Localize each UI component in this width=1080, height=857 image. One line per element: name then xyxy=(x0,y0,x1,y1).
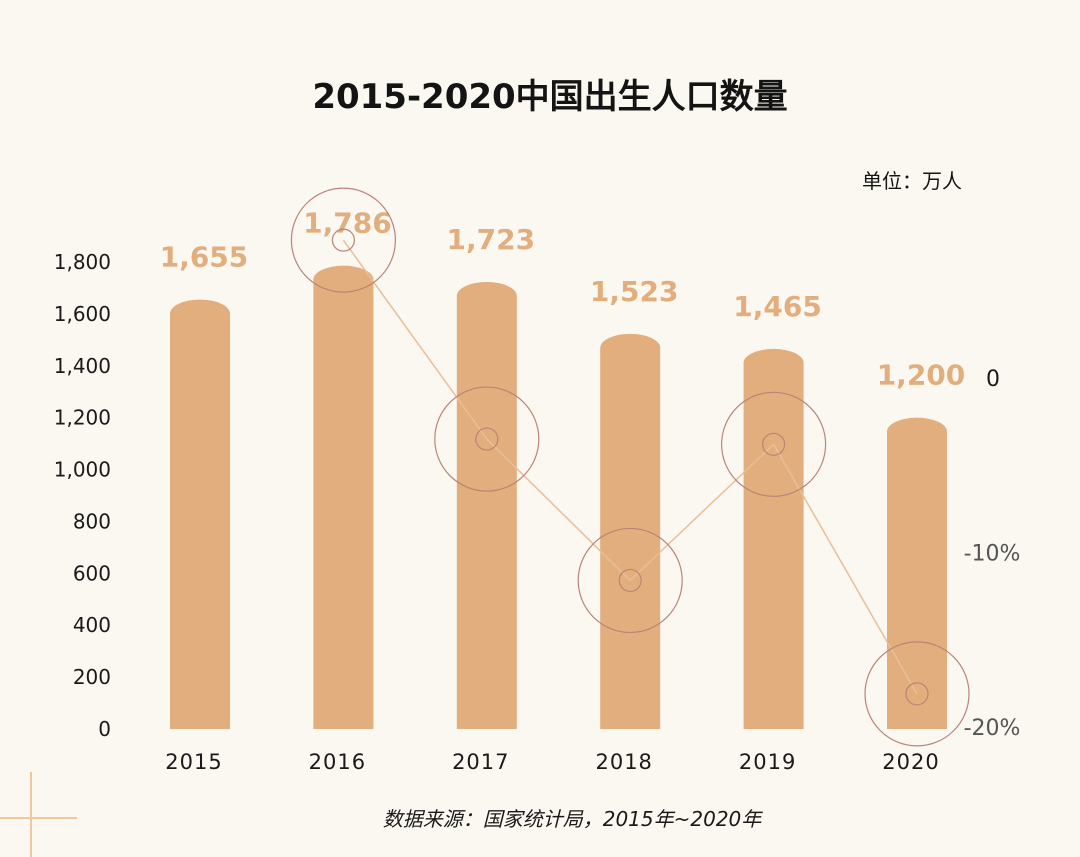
y-tick-label: 600 xyxy=(73,561,111,585)
data-label-2020: 1,200 xyxy=(877,359,966,392)
data-label-2019: 1,465 xyxy=(733,290,822,323)
y-tick-label: 400 xyxy=(73,613,111,637)
y2-tick-label: -10% xyxy=(964,542,1021,567)
x-tick-label: 2016 xyxy=(309,750,366,774)
y-tick-label: 1,000 xyxy=(54,458,111,482)
unit-label: 单位：万人 xyxy=(862,169,962,193)
y-tick-label: 1,200 xyxy=(54,406,111,430)
y-tick-label: 0 xyxy=(98,717,111,741)
growth-line-segment xyxy=(629,443,775,581)
y-tick-label: 1,400 xyxy=(54,354,111,378)
growth-point-2019 xyxy=(761,432,786,456)
bar-2015 xyxy=(170,299,231,729)
y-axis: 0 200 400 600 800 1,000 1,200 1,400 1,600 1,800 xyxy=(54,250,111,741)
growth-line-segment xyxy=(486,438,631,581)
corner-cross-decoration xyxy=(0,772,77,857)
bar-2019 xyxy=(743,348,804,729)
growth-line xyxy=(290,187,970,747)
growth-marker-ring-2020 xyxy=(864,641,970,747)
bar-2020 xyxy=(887,417,947,729)
growth-marker-ring-2019 xyxy=(720,391,827,497)
y-tick-label: 200 xyxy=(73,665,111,689)
bars xyxy=(170,265,947,729)
source-note: 数据来源：国家统计局，2015年~2020年 xyxy=(383,807,764,831)
x-tick-label: 2020 xyxy=(882,750,939,774)
y-tick-label: 800 xyxy=(73,509,111,533)
growth-point-2020 xyxy=(905,682,929,706)
y-tick-label: 1,800 xyxy=(54,250,111,274)
growth-line-segment xyxy=(772,443,918,695)
growth-marker-ring-2016 xyxy=(290,187,396,293)
data-label-2016: 1,786 xyxy=(303,207,392,240)
growth-marker-ring-2017 xyxy=(434,386,540,492)
bar-2016 xyxy=(313,265,374,729)
y2-tick-label: -20% xyxy=(964,716,1021,741)
data-label-2017: 1,723 xyxy=(447,223,536,256)
bar-2017 xyxy=(456,281,517,729)
x-tick-label: 2017 xyxy=(452,750,509,774)
value-labels: 1,655 1,786 1,723 1,523 1,465 1,200 xyxy=(160,207,966,392)
x-tick-label: 2018 xyxy=(595,750,652,774)
growth-point-2018 xyxy=(618,568,642,593)
growth-point-2016 xyxy=(331,228,355,252)
growth-line-segment xyxy=(342,239,488,440)
chart-title: 2015-2020中国出生人口数量 xyxy=(312,77,787,117)
x-tick-label: 2019 xyxy=(739,750,796,774)
data-label-2015: 1,655 xyxy=(160,241,249,274)
y2-tick-label: 0 xyxy=(986,367,1000,392)
growth-point-2017 xyxy=(475,427,499,451)
data-label-2018: 1,523 xyxy=(590,275,679,308)
bar-2018 xyxy=(600,333,661,729)
y-tick-label: 1,600 xyxy=(54,302,111,326)
y2-axis: 0 -10% -20% xyxy=(964,367,1021,741)
growth-marker-ring-2018 xyxy=(577,527,683,634)
x-axis: 2015 2016 2017 2018 2019 2020 xyxy=(165,750,939,774)
x-tick-label: 2015 xyxy=(165,750,222,774)
